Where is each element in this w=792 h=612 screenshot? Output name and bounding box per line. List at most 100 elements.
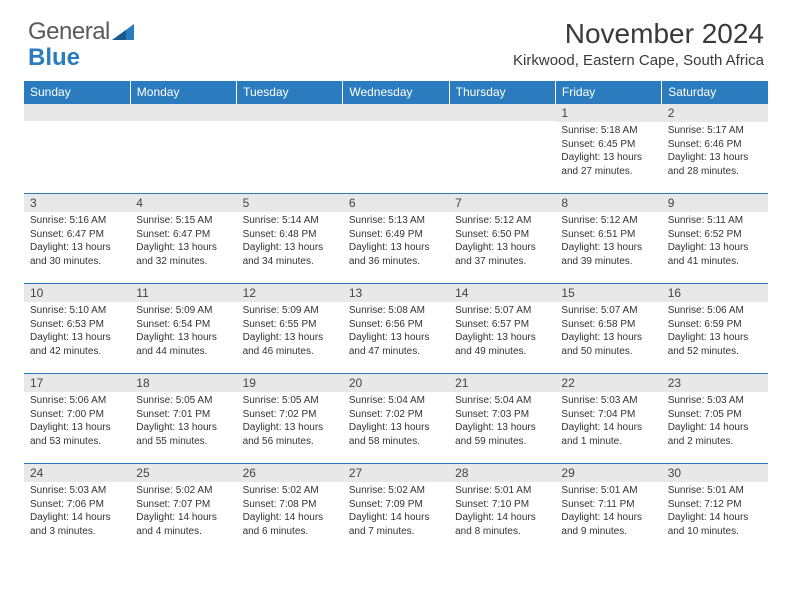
daylight-text: Daylight: 13 hours and 39 minutes. [561,241,655,268]
day-number: 16 [662,284,768,302]
calendar-cell: 7Sunrise: 5:12 AMSunset: 6:50 PMDaylight… [449,194,555,284]
daylight-text: Daylight: 13 hours and 53 minutes. [30,421,124,448]
sunrise-text: Sunrise: 5:05 AM [243,394,337,408]
day-number: 23 [662,374,768,392]
day-number: 9 [662,194,768,212]
day-number: 24 [24,464,130,482]
day-details: Sunrise: 5:03 AMSunset: 7:05 PMDaylight:… [662,392,768,452]
sunrise-text: Sunrise: 5:03 AM [30,484,124,498]
sunset-text: Sunset: 7:02 PM [243,408,337,422]
sunrise-text: Sunrise: 5:02 AM [136,484,230,498]
calendar-cell: 4Sunrise: 5:15 AMSunset: 6:47 PMDaylight… [130,194,236,284]
day-details: Sunrise: 5:01 AMSunset: 7:11 PMDaylight:… [555,482,661,542]
calendar-cell: 14Sunrise: 5:07 AMSunset: 6:57 PMDayligh… [449,284,555,374]
sunrise-text: Sunrise: 5:12 AM [561,214,655,228]
sunset-text: Sunset: 7:04 PM [561,408,655,422]
daylight-text: Daylight: 13 hours and 46 minutes. [243,331,337,358]
logo-triangle-icon [112,24,134,40]
header: General November 2024 Kirkwood, Eastern … [0,0,792,73]
sunset-text: Sunset: 7:00 PM [30,408,124,422]
weekday-header: Sunday [24,81,130,104]
sunrise-text: Sunrise: 5:07 AM [455,304,549,318]
daylight-text: Daylight: 13 hours and 30 minutes. [30,241,124,268]
daylight-text: Daylight: 13 hours and 49 minutes. [455,331,549,358]
daylight-text: Daylight: 13 hours and 59 minutes. [455,421,549,448]
calendar-cell: 23Sunrise: 5:03 AMSunset: 7:05 PMDayligh… [662,374,768,464]
sunrise-text: Sunrise: 5:05 AM [136,394,230,408]
calendar-cell: 18Sunrise: 5:05 AMSunset: 7:01 PMDayligh… [130,374,236,464]
day-details: Sunrise: 5:09 AMSunset: 6:54 PMDaylight:… [130,302,236,362]
day-number: 12 [237,284,343,302]
calendar-cell: 9Sunrise: 5:11 AMSunset: 6:52 PMDaylight… [662,194,768,284]
calendar-row: 17Sunrise: 5:06 AMSunset: 7:00 PMDayligh… [24,374,768,464]
day-details: Sunrise: 5:03 AMSunset: 7:06 PMDaylight:… [24,482,130,542]
daylight-text: Daylight: 13 hours and 37 minutes. [455,241,549,268]
daylight-text: Daylight: 13 hours and 42 minutes. [30,331,124,358]
daylight-text: Daylight: 14 hours and 4 minutes. [136,511,230,538]
calendar-cell: 11Sunrise: 5:09 AMSunset: 6:54 PMDayligh… [130,284,236,374]
calendar-cell: 28Sunrise: 5:01 AMSunset: 7:10 PMDayligh… [449,464,555,554]
calendar-cell: 24Sunrise: 5:03 AMSunset: 7:06 PMDayligh… [24,464,130,554]
day-details: Sunrise: 5:12 AMSunset: 6:50 PMDaylight:… [449,212,555,272]
day-number: 14 [449,284,555,302]
day-details [343,121,449,127]
sunset-text: Sunset: 7:03 PM [455,408,549,422]
sunrise-text: Sunrise: 5:10 AM [30,304,124,318]
sunset-text: Sunset: 6:46 PM [668,138,762,152]
daylight-text: Daylight: 14 hours and 8 minutes. [455,511,549,538]
calendar-cell [24,104,130,194]
calendar-cell [130,104,236,194]
day-details: Sunrise: 5:01 AMSunset: 7:12 PMDaylight:… [662,482,768,542]
day-number: 27 [343,464,449,482]
day-details: Sunrise: 5:15 AMSunset: 6:47 PMDaylight:… [130,212,236,272]
calendar-cell: 22Sunrise: 5:03 AMSunset: 7:04 PMDayligh… [555,374,661,464]
day-details: Sunrise: 5:07 AMSunset: 6:58 PMDaylight:… [555,302,661,362]
sunrise-text: Sunrise: 5:18 AM [561,124,655,138]
calendar-cell: 5Sunrise: 5:14 AMSunset: 6:48 PMDaylight… [237,194,343,284]
day-number: 25 [130,464,236,482]
day-details [24,121,130,127]
calendar-cell: 6Sunrise: 5:13 AMSunset: 6:49 PMDaylight… [343,194,449,284]
sunrise-text: Sunrise: 5:01 AM [561,484,655,498]
day-details: Sunrise: 5:06 AMSunset: 7:00 PMDaylight:… [24,392,130,452]
sunset-text: Sunset: 6:49 PM [349,228,443,242]
sunset-text: Sunset: 6:58 PM [561,318,655,332]
day-number [24,104,130,121]
sunrise-text: Sunrise: 5:15 AM [136,214,230,228]
sunrise-text: Sunrise: 5:16 AM [30,214,124,228]
calendar-row: 10Sunrise: 5:10 AMSunset: 6:53 PMDayligh… [24,284,768,374]
sunset-text: Sunset: 7:05 PM [668,408,762,422]
day-details: Sunrise: 5:16 AMSunset: 6:47 PMDaylight:… [24,212,130,272]
day-details: Sunrise: 5:12 AMSunset: 6:51 PMDaylight:… [555,212,661,272]
calendar-cell: 29Sunrise: 5:01 AMSunset: 7:11 PMDayligh… [555,464,661,554]
calendar-cell: 16Sunrise: 5:06 AMSunset: 6:59 PMDayligh… [662,284,768,374]
day-number [130,104,236,121]
day-number: 13 [343,284,449,302]
daylight-text: Daylight: 14 hours and 10 minutes. [668,511,762,538]
calendar-cell: 21Sunrise: 5:04 AMSunset: 7:03 PMDayligh… [449,374,555,464]
day-number: 30 [662,464,768,482]
sunset-text: Sunset: 6:59 PM [668,318,762,332]
day-number: 18 [130,374,236,392]
sunset-text: Sunset: 7:08 PM [243,498,337,512]
day-number: 11 [130,284,236,302]
sunset-text: Sunset: 6:51 PM [561,228,655,242]
sunrise-text: Sunrise: 5:01 AM [668,484,762,498]
sunrise-text: Sunrise: 5:02 AM [349,484,443,498]
calendar-cell: 30Sunrise: 5:01 AMSunset: 7:12 PMDayligh… [662,464,768,554]
sunrise-text: Sunrise: 5:06 AM [668,304,762,318]
day-details: Sunrise: 5:02 AMSunset: 7:07 PMDaylight:… [130,482,236,542]
sunrise-text: Sunrise: 5:13 AM [349,214,443,228]
daylight-text: Daylight: 14 hours and 1 minute. [561,421,655,448]
day-number: 19 [237,374,343,392]
day-details: Sunrise: 5:02 AMSunset: 7:09 PMDaylight:… [343,482,449,542]
sunrise-text: Sunrise: 5:11 AM [668,214,762,228]
day-details [237,121,343,127]
calendar-cell: 8Sunrise: 5:12 AMSunset: 6:51 PMDaylight… [555,194,661,284]
daylight-text: Daylight: 13 hours and 28 minutes. [668,151,762,178]
daylight-text: Daylight: 14 hours and 2 minutes. [668,421,762,448]
calendar-cell: 26Sunrise: 5:02 AMSunset: 7:08 PMDayligh… [237,464,343,554]
weekday-header: Monday [130,81,236,104]
calendar-cell: 15Sunrise: 5:07 AMSunset: 6:58 PMDayligh… [555,284,661,374]
day-number: 3 [24,194,130,212]
